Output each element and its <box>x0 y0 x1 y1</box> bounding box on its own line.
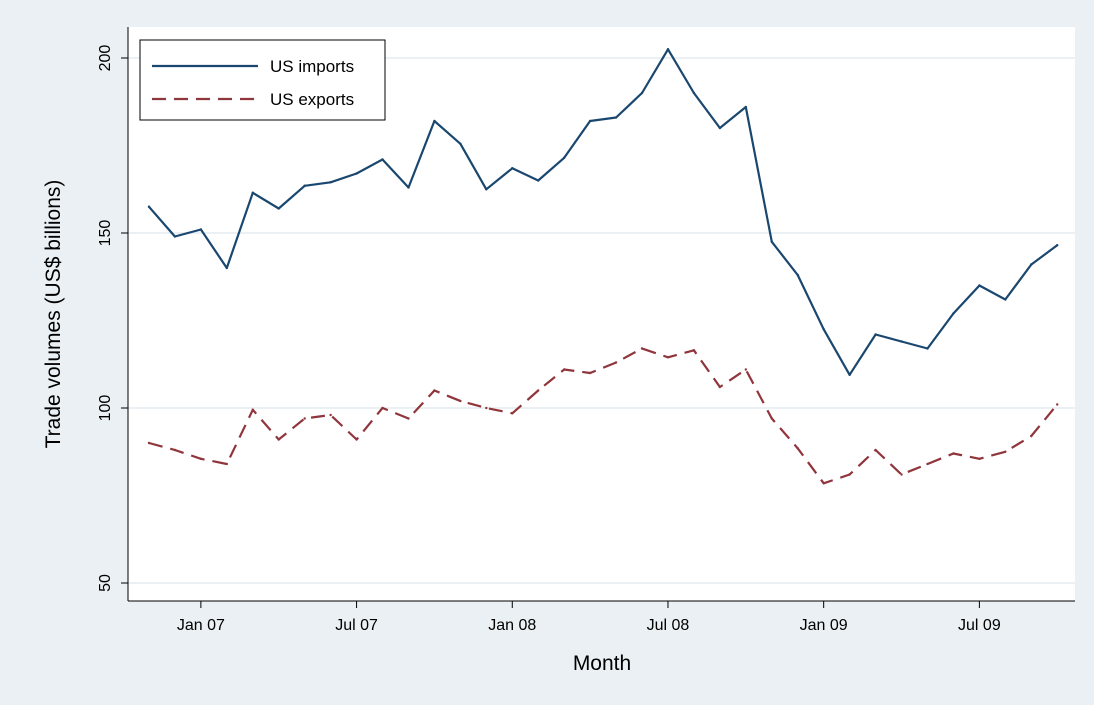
data-point <box>926 347 929 350</box>
data-point <box>407 417 410 420</box>
data-point <box>303 417 306 420</box>
data-point <box>407 186 410 189</box>
data-point <box>640 347 644 350</box>
y-tick-label: 50 <box>97 574 114 592</box>
data-point <box>718 385 722 389</box>
data-point <box>562 156 566 159</box>
data-point <box>381 406 384 410</box>
data-point <box>718 126 722 130</box>
data-point <box>666 48 670 51</box>
data-point <box>796 447 799 450</box>
data-point <box>978 284 981 287</box>
data-point <box>511 167 514 170</box>
data-point <box>199 457 203 460</box>
data-point <box>459 399 462 403</box>
y-tick-label: 200 <box>97 45 114 72</box>
legend: US imports US exports <box>139 39 386 121</box>
data-point <box>848 473 851 476</box>
data-point <box>277 438 280 441</box>
data-point <box>900 473 903 476</box>
data-point <box>848 373 851 376</box>
series-line-exports <box>148 347 1059 485</box>
data-point <box>303 184 306 187</box>
data-point <box>926 462 929 466</box>
data-point <box>900 340 903 343</box>
data-point <box>381 158 384 161</box>
data-point <box>1056 403 1059 406</box>
data-point <box>225 462 229 466</box>
x-tick-label: Jan 08 <box>488 617 536 634</box>
data-point <box>614 361 618 364</box>
data-point <box>640 91 644 95</box>
y-tick-label: 150 <box>97 220 114 247</box>
data-point <box>355 438 358 441</box>
x-tick-label: Jul 08 <box>647 617 690 634</box>
data-point <box>614 116 618 119</box>
data-point <box>770 417 773 420</box>
y-axis-title: Trade volumes (US$ billions) <box>42 180 65 449</box>
data-point <box>796 273 799 277</box>
data-point <box>562 368 566 371</box>
data-point <box>459 142 462 145</box>
data-point <box>952 452 955 455</box>
data-point <box>1030 263 1033 266</box>
data-point <box>277 207 280 210</box>
series-line-imports <box>148 48 1058 376</box>
data-point <box>692 349 696 352</box>
data-point <box>433 119 436 123</box>
data-point <box>1056 244 1059 247</box>
data-point <box>199 228 203 231</box>
data-point <box>874 333 877 336</box>
legend-label: US exports <box>270 90 354 109</box>
data-point <box>1030 434 1033 438</box>
data-point <box>355 172 358 175</box>
data-point <box>822 482 825 485</box>
data-point <box>822 328 825 331</box>
data-point <box>147 441 151 445</box>
data-point <box>485 406 488 410</box>
data-point <box>251 191 254 194</box>
data-point <box>874 448 877 452</box>
data-point <box>173 235 177 238</box>
data-point <box>329 181 332 184</box>
data-point <box>251 408 254 411</box>
plot-area <box>128 27 1075 601</box>
data-point <box>329 413 332 417</box>
data-point <box>588 371 592 375</box>
data-point <box>744 105 748 109</box>
data-point <box>537 389 540 392</box>
data-point <box>744 368 748 371</box>
data-point <box>1004 450 1007 453</box>
data-point <box>537 179 540 182</box>
data-point <box>1004 298 1007 301</box>
axes: 50 100 150 200 Jan 07 Jul 07 Jan 08 Jul 08 Jan 0… <box>42 27 1075 675</box>
data-point <box>173 448 177 452</box>
legend-label: US imports <box>270 57 354 76</box>
data-point <box>692 91 696 95</box>
x-tick-label: Jul 09 <box>958 617 1001 634</box>
series-group <box>147 48 1059 485</box>
data-point <box>588 119 592 123</box>
data-point <box>225 266 229 270</box>
x-tick-label: Jan 07 <box>177 617 225 634</box>
data-point <box>147 205 151 208</box>
y-tick-label: 100 <box>97 395 114 422</box>
data-point <box>433 389 436 392</box>
data-point <box>952 312 955 315</box>
data-point <box>978 457 981 460</box>
x-tick-label: Jul 07 <box>335 617 378 634</box>
data-point <box>485 188 488 191</box>
data-point <box>666 356 670 359</box>
data-point <box>770 240 773 243</box>
data-point <box>511 412 514 415</box>
x-tick-label: Jan 09 <box>800 617 848 634</box>
legend-box <box>139 39 386 121</box>
x-axis-title: Month <box>573 652 631 675</box>
